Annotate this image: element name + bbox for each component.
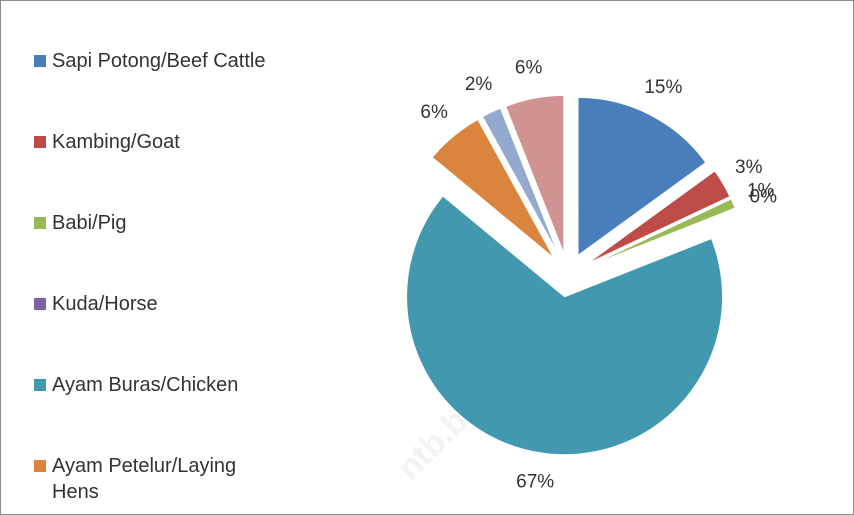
data-label: 3% (735, 157, 763, 178)
legend-item: Ayam Petelur/Laying Hens (34, 453, 284, 505)
legend-label: Kuda/Horse (52, 293, 158, 315)
data-label: 2% (465, 74, 493, 95)
pie-slice (481, 107, 560, 256)
pie-slice (587, 198, 736, 267)
pie-slice (406, 195, 724, 456)
legend-label: Ayam Buras/Chicken (52, 374, 239, 396)
legend-item: Kambing/Goat (34, 129, 284, 155)
legend-swatch (34, 460, 46, 472)
legend-item: Ayam Buras/Chicken (34, 372, 284, 398)
data-label: 6% (420, 102, 448, 123)
data-label: 6% (515, 58, 543, 79)
pie-slice (505, 94, 565, 254)
data-label: 15% (644, 77, 682, 98)
legend-item: Babi/Pig (34, 210, 284, 236)
pie-slice (586, 170, 731, 265)
pie-slice (431, 118, 555, 259)
legend-swatch (34, 217, 46, 229)
legend-label: Sapi Potong/Beef Cattle (52, 50, 266, 72)
legend-swatch (34, 55, 46, 67)
data-label: 1% (747, 181, 775, 202)
legend-item: Kuda/Horse (34, 291, 284, 317)
legend-label: Kambing/Goat (52, 131, 180, 153)
data-label: 67% (516, 471, 554, 492)
legend-swatch (34, 136, 46, 148)
pie-slice (577, 96, 707, 257)
legend-swatch (34, 298, 46, 310)
data-label: 0% (750, 187, 778, 208)
legend-item: Sapi Potong/Beef Cattle (34, 48, 284, 74)
legend-label: Ayam Petelur/Laying Hens (52, 455, 237, 503)
legend-swatch (34, 379, 46, 391)
legend-label: Babi/Pig (52, 212, 127, 234)
